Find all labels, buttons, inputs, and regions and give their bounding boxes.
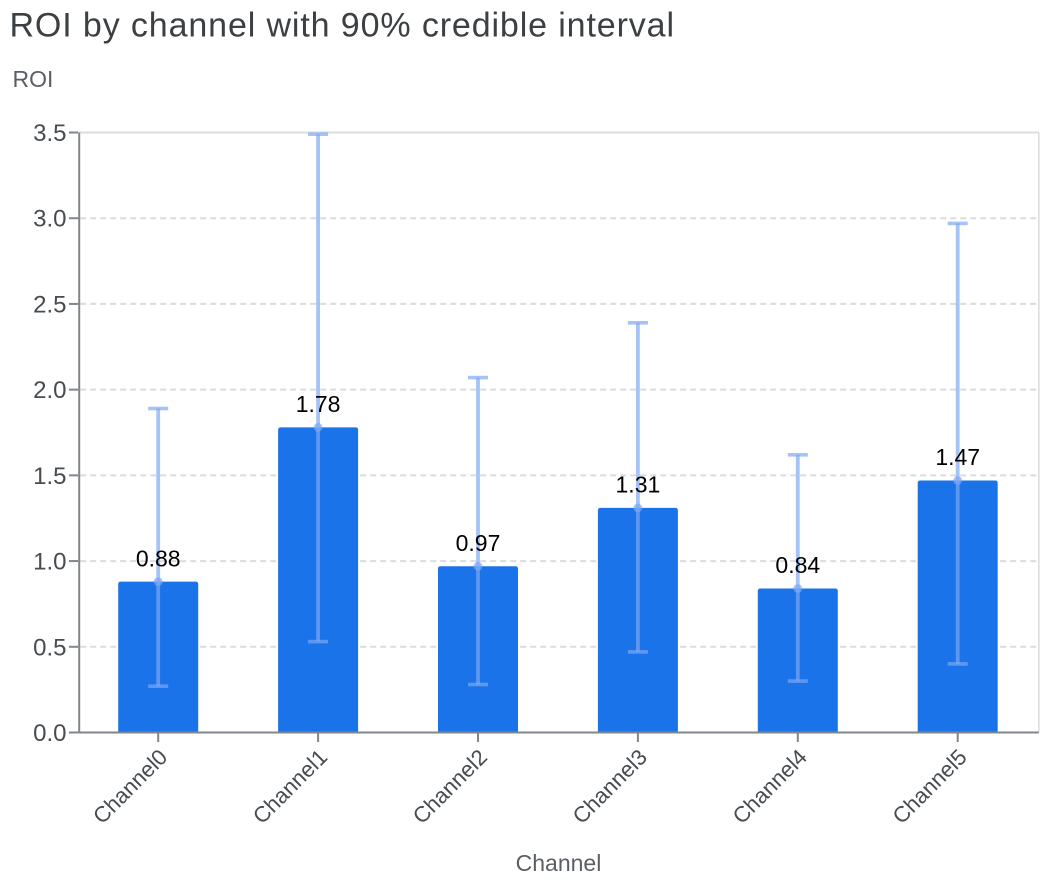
svg-text:1.31: 1.31 (616, 472, 661, 498)
svg-text:1.78: 1.78 (296, 391, 341, 417)
svg-text:2.5: 2.5 (33, 291, 66, 318)
svg-text:ROI: ROI (13, 66, 54, 92)
svg-text:0.0: 0.0 (33, 720, 66, 747)
svg-text:3.5: 3.5 (33, 120, 66, 147)
svg-text:ROI by channel with 90% credib: ROI by channel with 90% credible interva… (10, 7, 675, 45)
svg-text:0.84: 0.84 (775, 552, 820, 578)
svg-text:0.88: 0.88 (136, 545, 181, 571)
svg-text:0.5: 0.5 (33, 634, 66, 661)
svg-text:3.0: 3.0 (33, 206, 66, 233)
svg-text:Channel: Channel (516, 850, 602, 876)
svg-text:1.5: 1.5 (33, 463, 66, 490)
svg-text:1.47: 1.47 (935, 444, 980, 470)
svg-text:1.0: 1.0 (33, 549, 66, 576)
svg-text:0.97: 0.97 (456, 530, 501, 556)
svg-text:2.0: 2.0 (33, 377, 66, 404)
